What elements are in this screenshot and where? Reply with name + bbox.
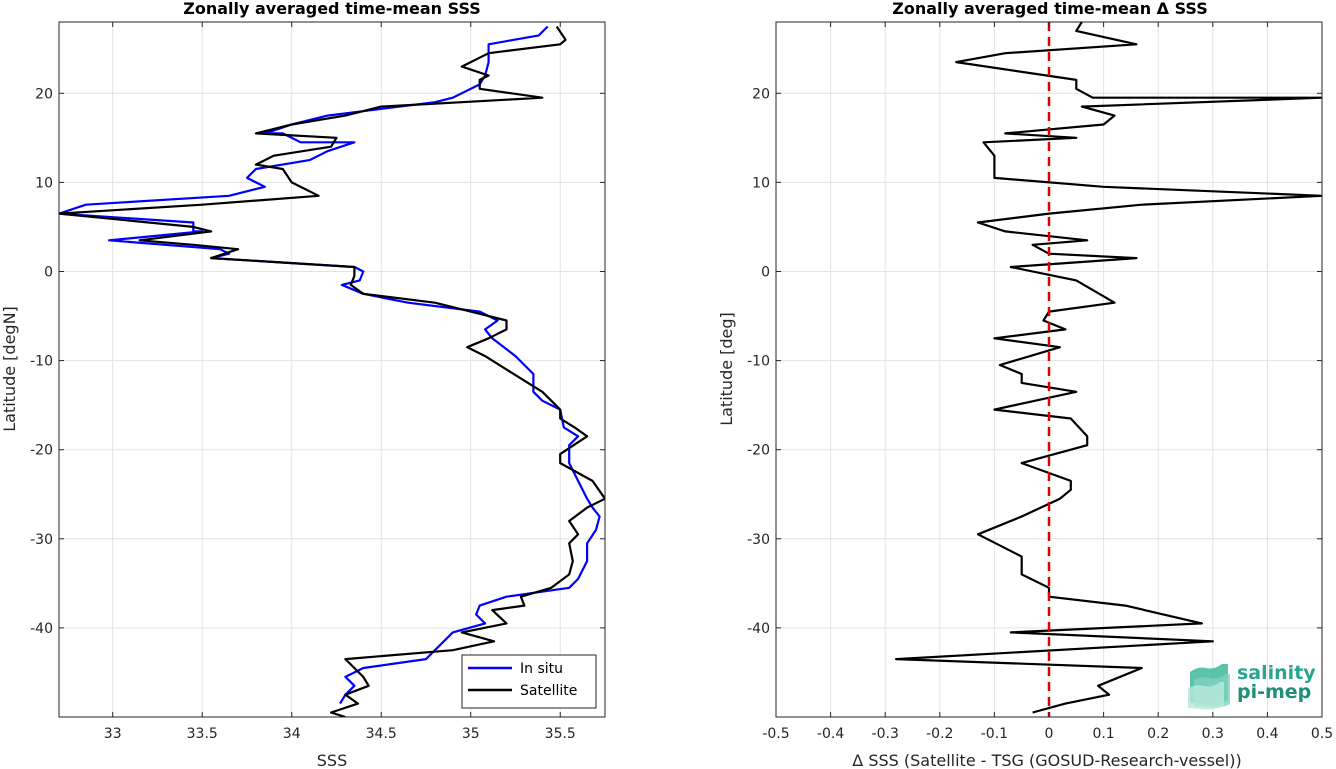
right-y-tick-label: -20 xyxy=(747,443,770,459)
right-y-tick-label: 10 xyxy=(752,175,770,191)
right-x-tick-label: 0.5 xyxy=(1311,726,1333,742)
legend: In situ Satellite xyxy=(461,654,597,709)
right-x-tick-label: -0.4 xyxy=(817,726,844,742)
right-x-tick-label: 0.4 xyxy=(1256,726,1278,742)
left-x-tick-label: 33 xyxy=(104,726,122,742)
left-ticks: 33 33.5 34 34.5 35 35.5 -40 -30 -20 -10 0 10 20 xyxy=(30,22,605,742)
left-chart-title: Zonally averaged time-mean SSS xyxy=(183,0,481,18)
left-y-axis-label: Latitude [degN] xyxy=(0,306,19,432)
right-chart-title: Zonally averaged time-mean Δ SSS xyxy=(892,0,1208,18)
right-y-tick-label: 0 xyxy=(761,264,770,280)
left-x-tick-label: 33.5 xyxy=(187,726,218,742)
right-x-tick-label: 0 xyxy=(1045,726,1054,742)
logo-text-salinity: salinity xyxy=(1237,662,1316,684)
right-x-tick-label: -0.3 xyxy=(872,726,899,742)
left-x-tick-label: 34 xyxy=(283,726,301,742)
left-y-tick-label: -10 xyxy=(30,354,53,370)
left-y-tick-label: -40 xyxy=(30,621,53,637)
salinity-pi-mep-logo: salinity pi-mep xyxy=(1188,662,1316,710)
left-grid xyxy=(59,22,605,717)
left-y-tick-label: 20 xyxy=(35,86,53,102)
right-x-axis-label: Δ SSS (Satellite - TSG (GOSUD-Research-v… xyxy=(852,751,1241,769)
right-ticks: -0.5 -0.4 -0.3 -0.2 -0.1 0 0.1 0.2 0.3 0.4 0.5 -40 -… xyxy=(747,22,1333,742)
right-y-axis-label: Latitude [deg] xyxy=(717,312,736,426)
left-x-axis-label: SSS xyxy=(317,751,347,769)
logo-text-pi-mep: pi-mep xyxy=(1237,681,1311,703)
left-series-satellite xyxy=(59,25,605,717)
sss-panel: Zonally averaged time-mean SSS 33 33.5 34 3… xyxy=(0,0,606,769)
right-x-tick-label: -0.1 xyxy=(981,726,1008,742)
right-x-tick-label: -0.2 xyxy=(926,726,953,742)
left-x-tick-label: 35 xyxy=(462,726,480,742)
left-y-tick-label: -20 xyxy=(30,443,53,459)
left-axes-frame xyxy=(58,21,606,718)
left-y-tick-label: 10 xyxy=(35,175,53,191)
left-x-tick-label: 35.5 xyxy=(545,726,576,742)
left-series xyxy=(59,25,605,717)
legend-box xyxy=(461,654,597,709)
right-y-tick-label: -40 xyxy=(747,621,770,637)
logo-wave-icon xyxy=(1188,664,1230,710)
right-y-tick-label: -10 xyxy=(747,354,770,370)
left-series-in-situ xyxy=(59,25,601,705)
right-x-tick-label: 0.3 xyxy=(1202,726,1224,742)
right-x-tick-label: 0.2 xyxy=(1147,726,1169,742)
right-y-tick-label: -30 xyxy=(747,532,770,548)
right-series xyxy=(894,22,1322,717)
left-y-tick-label: 0 xyxy=(44,264,53,280)
left-y-tick-label: -30 xyxy=(30,532,53,548)
legend-label-satellite: Satellite xyxy=(520,683,577,699)
left-x-tick-label: 34.5 xyxy=(366,726,397,742)
right-y-tick-label: 20 xyxy=(752,86,770,102)
delta-sss-panel: Zonally averaged time-mean Δ SSS -0.5 -0.… xyxy=(717,0,1333,769)
right-x-tick-label: 0.1 xyxy=(1092,726,1114,742)
legend-label-in-situ: In situ xyxy=(520,661,563,677)
right-x-tick-label: -0.5 xyxy=(762,726,789,742)
right-series-delta-sss xyxy=(894,22,1322,714)
